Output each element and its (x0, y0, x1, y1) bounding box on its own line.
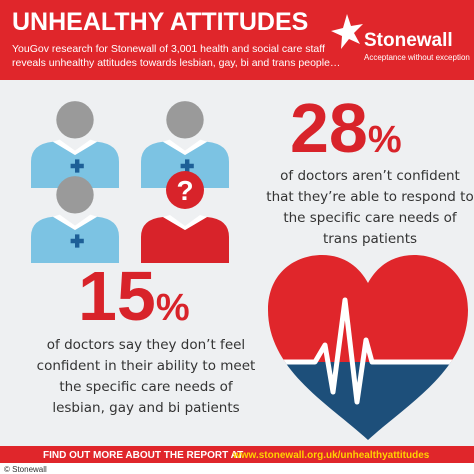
credit-strip (0, 463, 474, 474)
stat-text: of doctors aren’t confident (280, 168, 460, 184)
footer-text: FIND OUT MORE ABOUT THE REPORT AT (43, 450, 243, 461)
logo-name: Stonewall (364, 30, 453, 51)
doctor-icon-highlight: ? (141, 171, 229, 263)
stat-text: of doctors say they don’t feel (47, 337, 245, 353)
stat-text: lesbian, gay and bi patients (52, 400, 239, 416)
stat-unit: % (368, 119, 402, 161)
title: UNHEALTHY ATTITUDES (12, 8, 308, 36)
stat-value: 15 (78, 257, 156, 335)
stat-text: that they’re able to respond to (266, 189, 473, 205)
stat-number: 15% (78, 257, 190, 335)
logo-star (331, 14, 363, 49)
header-band (0, 0, 474, 80)
stat-unit: % (156, 287, 190, 329)
stat-text: the specific care needs of (283, 210, 458, 226)
footer-band (0, 446, 474, 463)
logo-tagline: Acceptance without exception (364, 53, 470, 62)
subtitle: YouGov research for Stonewall of 3,001 h… (12, 43, 325, 55)
stat-number: 28% (290, 89, 402, 167)
stat-value: 28 (290, 89, 368, 167)
stat-text: the specific care needs of (59, 379, 234, 395)
stat-text: confident in their ability to meet (37, 358, 256, 374)
credit: © Stonewall (4, 465, 47, 474)
stat-text: trans patients (323, 231, 417, 247)
question-mark: ? (176, 175, 193, 206)
footer-url[interactable]: www.stonewall.org.uk/unhealthyattitudes (232, 450, 430, 461)
subtitle: reveals unhealthy attitudes towards lesb… (12, 57, 340, 69)
